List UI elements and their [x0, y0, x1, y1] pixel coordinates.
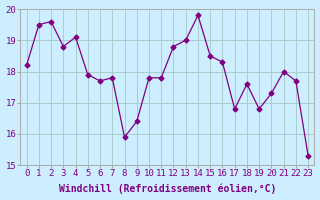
X-axis label: Windchill (Refroidissement éolien,°C): Windchill (Refroidissement éolien,°C): [59, 184, 276, 194]
